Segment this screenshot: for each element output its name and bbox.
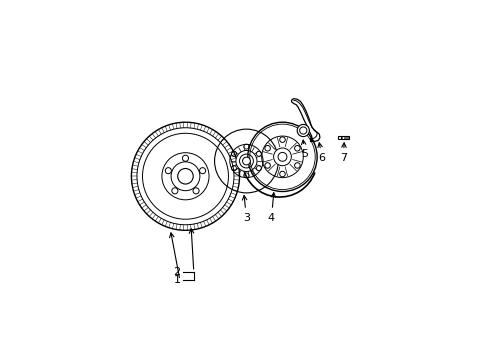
Circle shape bbox=[297, 125, 309, 136]
Text: 5: 5 bbox=[301, 140, 307, 159]
FancyBboxPatch shape bbox=[340, 135, 348, 139]
Circle shape bbox=[278, 152, 286, 161]
Circle shape bbox=[214, 129, 278, 193]
Circle shape bbox=[177, 168, 193, 184]
Circle shape bbox=[242, 157, 250, 165]
Circle shape bbox=[235, 150, 257, 172]
Text: 6: 6 bbox=[317, 143, 325, 163]
Text: 7: 7 bbox=[339, 143, 346, 163]
Circle shape bbox=[131, 122, 239, 230]
FancyBboxPatch shape bbox=[337, 135, 340, 139]
Text: 4: 4 bbox=[267, 193, 275, 223]
Circle shape bbox=[247, 122, 317, 192]
Text: 3: 3 bbox=[242, 195, 249, 223]
Circle shape bbox=[273, 148, 291, 166]
Circle shape bbox=[171, 162, 200, 191]
Text: 1: 1 bbox=[173, 275, 180, 285]
Text: 2: 2 bbox=[173, 267, 181, 277]
